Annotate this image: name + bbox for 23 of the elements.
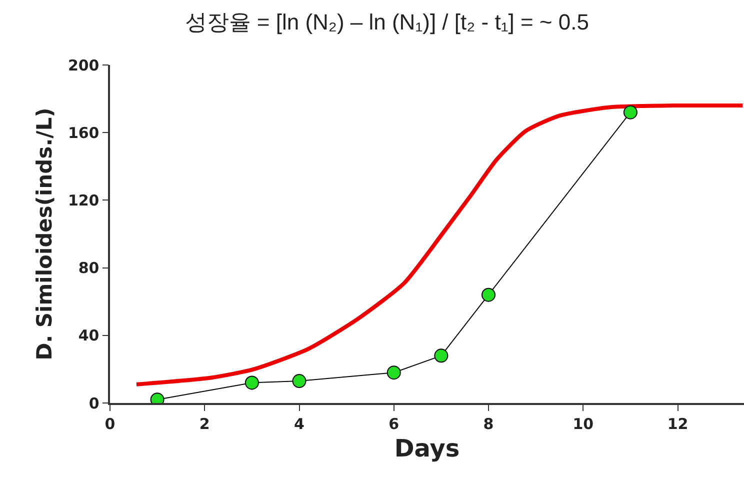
x-axis-title: Days bbox=[394, 434, 460, 463]
x-tick-label: 10 bbox=[572, 414, 594, 433]
point bbox=[386, 366, 401, 380]
point bbox=[482, 288, 496, 302]
x-tick-label: 2 bbox=[199, 414, 210, 433]
x-tick-label: 8 bbox=[483, 414, 494, 433]
point bbox=[434, 348, 448, 363]
y-tick-label: 200 bbox=[68, 56, 100, 74]
x-tick-label: 4 bbox=[294, 414, 304, 433]
x-tick-label: 6 bbox=[388, 414, 400, 433]
y-tick-label: 0 bbox=[88, 394, 100, 412]
y-tick-label: 120 bbox=[68, 191, 100, 210]
chart-title: 성장율 = [ln (N₂) – ln (N₁)] / [t₂ - t₁] = ~ 0.5 bbox=[184, 10, 589, 35]
x-tick-label: 12 bbox=[667, 414, 688, 433]
y-axis-title: D. Similoides(inds./L) bbox=[32, 108, 57, 360]
point bbox=[244, 376, 259, 390]
x-tick-label: 0 bbox=[104, 414, 116, 433]
y-tick-label: 160 bbox=[68, 124, 100, 142]
point bbox=[623, 105, 638, 120]
line-series bbox=[134, 103, 744, 386]
y-tick-label: 40 bbox=[78, 326, 100, 345]
y-tick-label: 80 bbox=[78, 259, 100, 278]
point bbox=[292, 374, 306, 388]
